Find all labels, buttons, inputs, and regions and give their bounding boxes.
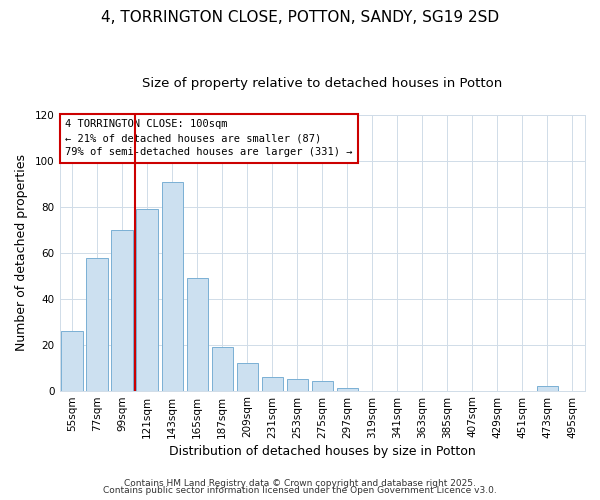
X-axis label: Distribution of detached houses by size in Potton: Distribution of detached houses by size … [169,444,476,458]
Bar [236,363,258,390]
Y-axis label: Number of detached properties: Number of detached properties [15,154,28,352]
Text: Contains public sector information licensed under the Open Government Licence v3: Contains public sector information licen… [103,486,497,495]
Bar [311,382,333,390]
Bar [262,377,283,390]
Bar [136,210,158,390]
Text: Contains HM Land Registry data © Crown copyright and database right 2025.: Contains HM Land Registry data © Crown c… [124,478,476,488]
Bar [86,258,108,390]
Bar [287,379,308,390]
Text: 4, TORRINGTON CLOSE, POTTON, SANDY, SG19 2SD: 4, TORRINGTON CLOSE, POTTON, SANDY, SG19… [101,10,499,25]
Bar [187,278,208,390]
Bar [212,347,233,391]
Bar [61,331,83,390]
Title: Size of property relative to detached houses in Potton: Size of property relative to detached ho… [142,78,502,90]
Bar [537,386,558,390]
Bar [112,230,133,390]
Bar [161,182,183,390]
Text: 4 TORRINGTON CLOSE: 100sqm
← 21% of detached houses are smaller (87)
79% of semi: 4 TORRINGTON CLOSE: 100sqm ← 21% of deta… [65,120,352,158]
Bar [337,388,358,390]
